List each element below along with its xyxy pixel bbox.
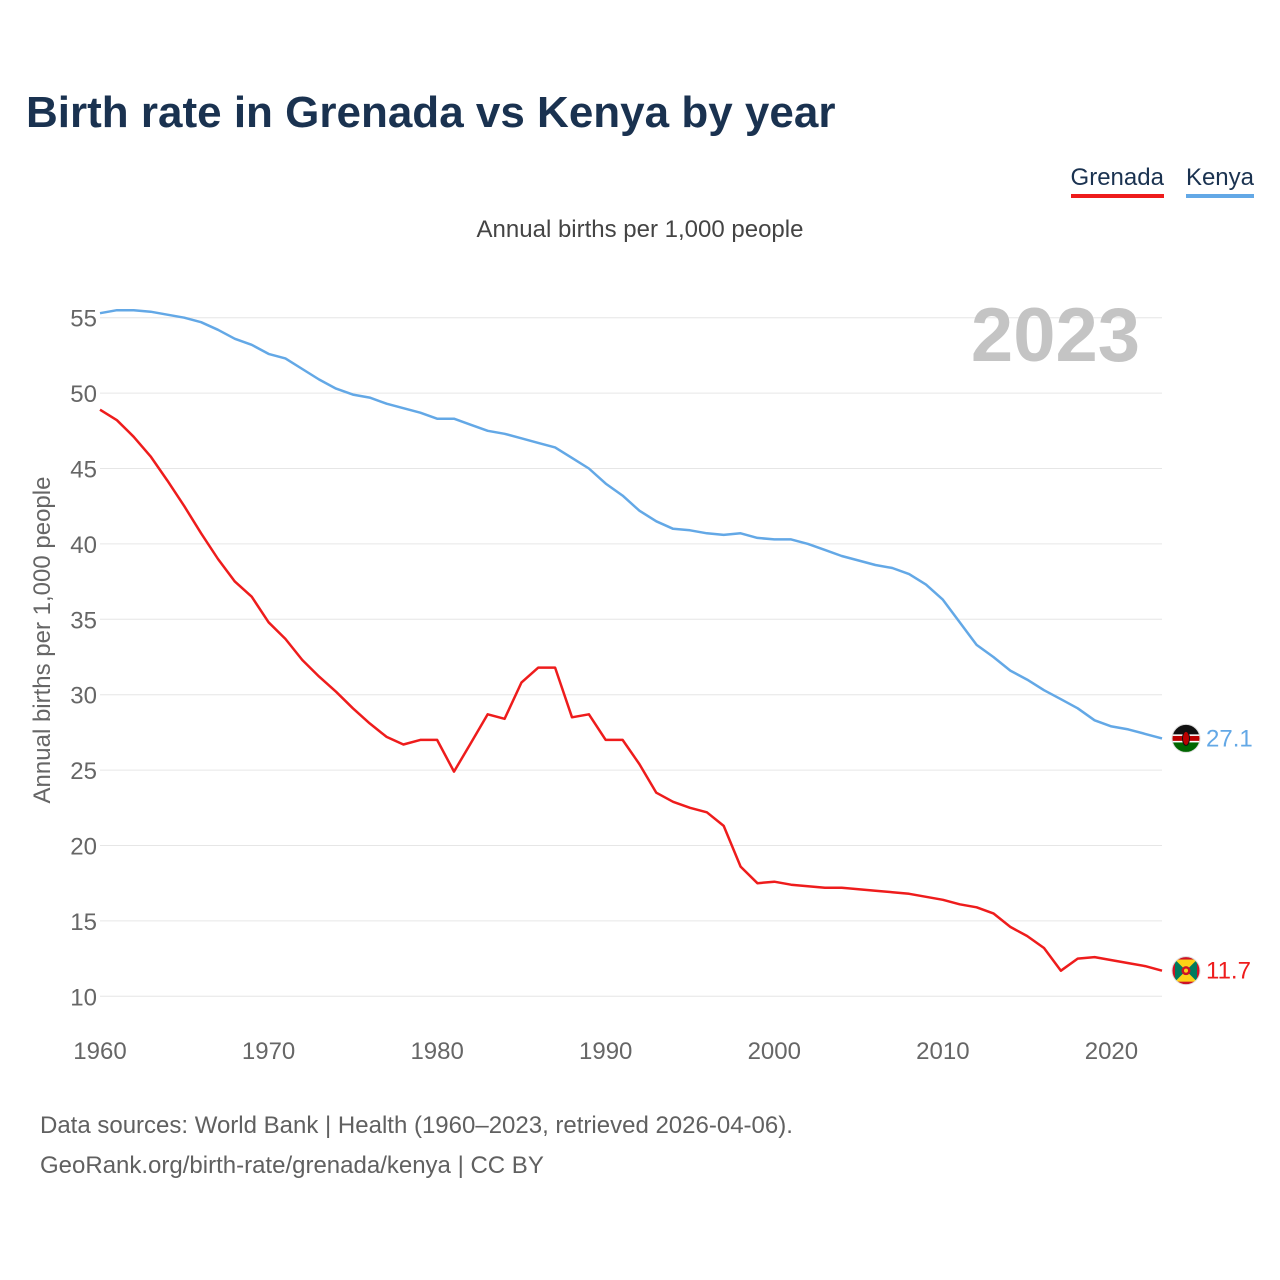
chart-title: Birth rate in Grenada vs Kenya by year bbox=[26, 88, 836, 137]
end-value-label-grenada: 11.7 bbox=[1206, 958, 1251, 985]
x-tick-label: 2010 bbox=[916, 1038, 969, 1065]
source-line-1: Data sources: World Bank | Health (1960–… bbox=[40, 1112, 793, 1139]
source-note: Data sources: World Bank | Health (1960–… bbox=[40, 1106, 793, 1186]
x-tick-label: 1970 bbox=[242, 1038, 295, 1065]
legend-item-grenada[interactable]: Grenada bbox=[1070, 164, 1164, 198]
y-tick-label: 20 bbox=[70, 834, 97, 861]
x-tick-label: 1980 bbox=[410, 1038, 463, 1065]
y-tick-label: 55 bbox=[70, 306, 97, 333]
x-tick-label: 2000 bbox=[748, 1038, 801, 1065]
y-axis-label: Annual births per 1,000 people bbox=[29, 477, 56, 804]
y-tick-label: 35 bbox=[70, 607, 97, 634]
x-axis: 1960 1970 1980 1990 2000 2010 2020 bbox=[73, 1038, 1138, 1065]
x-tick-label: 1960 bbox=[73, 1038, 126, 1065]
y-tick-label: 25 bbox=[70, 758, 97, 785]
source-line-2[interactable]: GeoRank.org/birth-rate/grenada/kenya | C… bbox=[40, 1152, 544, 1179]
y-tick-label: 15 bbox=[70, 909, 97, 936]
year-label: 2023 bbox=[971, 293, 1140, 378]
legend-item-kenya[interactable]: Kenya bbox=[1185, 164, 1254, 198]
y-tick-label: 30 bbox=[70, 683, 97, 710]
x-tick-label: 2020 bbox=[1085, 1038, 1138, 1065]
legend: Grenada Kenya bbox=[1070, 164, 1254, 198]
x-tick-label: 1990 bbox=[579, 1038, 632, 1065]
y-tick-label: 10 bbox=[70, 984, 97, 1011]
y-tick-label: 50 bbox=[70, 381, 97, 408]
chart-subtitle: Annual births per 1,000 people bbox=[476, 216, 804, 243]
y-tick-label: 40 bbox=[70, 532, 97, 559]
series-line-kenya[interactable] bbox=[99, 308, 1163, 740]
series-line-grenada[interactable] bbox=[99, 408, 1163, 972]
gridlines bbox=[100, 317, 1162, 997]
kenya-flag-icon bbox=[1171, 723, 1201, 753]
y-tick-label: 45 bbox=[70, 457, 97, 484]
y-axis: 10 15 20 25 30 35 40 45 50 55 bbox=[70, 306, 97, 1012]
end-value-label-kenya: 27.1 bbox=[1206, 725, 1253, 752]
grenada-flag-icon bbox=[1171, 956, 1201, 986]
